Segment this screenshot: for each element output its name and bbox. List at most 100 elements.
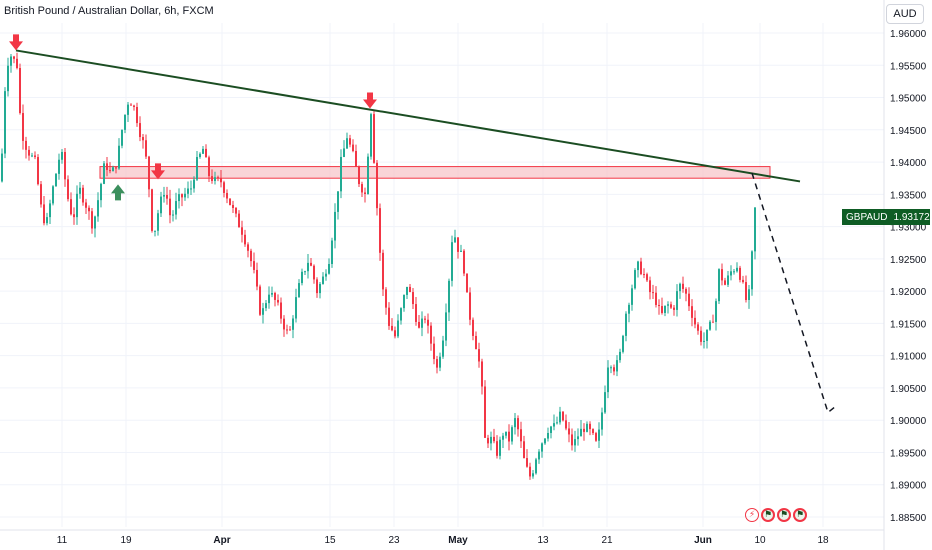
candle-body (340, 156, 342, 192)
currency-button[interactable]: AUD (886, 4, 924, 24)
candle-body (139, 123, 141, 138)
candle-body (751, 251, 753, 290)
candle-body (478, 349, 480, 362)
candle-body (712, 321, 714, 323)
candle-body (385, 289, 387, 308)
candle-body (199, 153, 201, 158)
candle-body (454, 237, 456, 243)
sell-arrow-icon[interactable] (9, 34, 23, 51)
candle-body (505, 431, 507, 436)
y-tick-label: 1.95500 (890, 61, 927, 72)
candle-body (352, 144, 354, 151)
candle-body (601, 412, 603, 430)
candle-body (607, 367, 609, 393)
projection-path[interactable] (751, 172, 839, 414)
candle-body (643, 274, 645, 276)
candle-body (520, 429, 522, 442)
candle-body (304, 271, 306, 273)
flag-icon[interactable]: ⚑ (761, 508, 775, 522)
candle-body (565, 420, 567, 429)
candle-body (433, 343, 435, 360)
candle-body (451, 242, 453, 281)
candle-body (94, 216, 96, 229)
candle-body (10, 56, 12, 66)
candle-body (403, 294, 405, 309)
candle-body (469, 292, 471, 320)
candle-body (376, 162, 378, 209)
descending-trendline[interactable] (15, 49, 801, 183)
sell-arrow-icon[interactable] (363, 92, 377, 109)
lightning-icon[interactable]: ⚡ (745, 508, 759, 522)
candle-body (157, 213, 159, 231)
x-tick-label: 10 (754, 535, 766, 546)
candle-body (343, 148, 345, 157)
candle-body (73, 214, 75, 218)
last-price-tag: GBPAUD 1.93172 (842, 209, 930, 225)
candle-body (58, 159, 60, 174)
candle-body (313, 265, 315, 280)
candle-body (736, 267, 738, 272)
candle-body (394, 330, 396, 337)
candle-body (583, 428, 585, 432)
candle-body (22, 113, 24, 141)
candle-body (613, 367, 615, 372)
candle-body (7, 65, 9, 92)
candle-body (490, 436, 492, 444)
candle-body (409, 286, 411, 293)
candle-body (493, 436, 495, 442)
candle-body (541, 443, 543, 452)
y-tick-label: 1.91000 (890, 352, 927, 363)
buy-arrow-icon[interactable] (111, 184, 125, 201)
candle-body (415, 304, 417, 322)
sell-arrow-icon[interactable] (151, 163, 165, 180)
candle-body (640, 261, 642, 275)
candle-body (298, 283, 300, 298)
candle-body (421, 318, 423, 328)
candle-body (634, 270, 636, 289)
candle-body (28, 149, 30, 156)
candle-body (16, 58, 18, 69)
flag-icon[interactable]: ⚑ (793, 508, 807, 522)
candle-body (553, 423, 555, 427)
flag-icon[interactable]: ⚑ (777, 508, 791, 522)
candle-body (193, 179, 195, 189)
resistance-zone[interactable] (99, 166, 771, 179)
candle-body (592, 429, 594, 434)
candle-body (739, 267, 741, 280)
candle-body (208, 157, 210, 177)
candle-body (595, 433, 597, 441)
candle-body (679, 283, 681, 292)
candle-body (706, 329, 708, 341)
y-tick-label: 1.89500 (890, 448, 927, 459)
x-tick-label: Apr (213, 535, 230, 546)
candle-body (391, 325, 393, 331)
candle-body (325, 273, 327, 277)
candle-body (568, 428, 570, 435)
candle-body (40, 184, 42, 205)
candle-body (244, 234, 246, 245)
candle-body (85, 202, 87, 208)
candle-body (124, 114, 126, 130)
candle-body (427, 319, 429, 326)
y-tick-label: 1.95000 (890, 94, 927, 105)
candle-body (151, 189, 153, 231)
candle-body (499, 439, 501, 456)
candle-body (241, 227, 243, 235)
candle-body (664, 305, 666, 313)
candle-body (397, 320, 399, 337)
candle-body (436, 359, 438, 368)
candle-body (331, 240, 333, 264)
candle-body (388, 307, 390, 326)
x-tick-label: 23 (388, 535, 400, 546)
candle-body (367, 156, 369, 194)
candle-body (163, 195, 165, 197)
candle-body (466, 273, 468, 293)
candle-body (52, 186, 54, 204)
candle-body (358, 166, 360, 185)
candle-body (373, 114, 375, 163)
candle-body (406, 286, 408, 295)
candle-body (1, 153, 3, 182)
candle-body (418, 321, 420, 328)
candle-body (223, 182, 225, 193)
